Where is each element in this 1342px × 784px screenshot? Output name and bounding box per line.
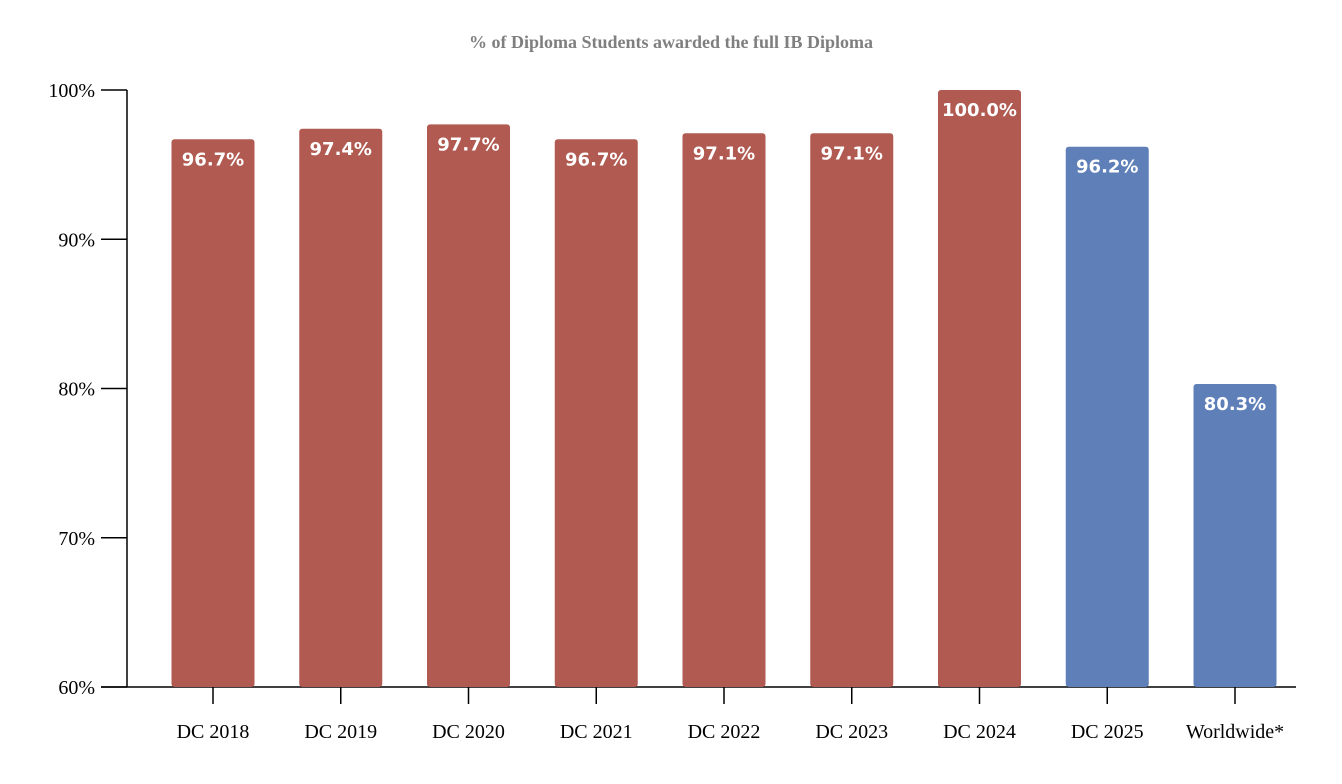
y-tick-label: 80%	[58, 379, 95, 401]
y-tick-label: 100%	[48, 80, 95, 102]
bar-value-label: 100.0%	[942, 100, 1017, 121]
bar	[938, 90, 1021, 687]
bar	[810, 133, 894, 688]
bar-value-label: 97.7%	[437, 134, 499, 155]
bars	[171, 90, 1277, 688]
bar-value-label: 80.3%	[1204, 394, 1266, 415]
bar	[554, 139, 638, 687]
x-tick-label: DC 2022	[688, 721, 761, 743]
bar-value-label: 97.1%	[693, 143, 755, 164]
x-tick-label: DC 2020	[432, 721, 505, 743]
x-tick-label: Worldwide*	[1186, 721, 1284, 743]
y-tick-label: 70%	[58, 528, 95, 550]
x-tick-label: DC 2019	[304, 721, 377, 743]
bar-labels: 96.7% 97.4% 97.7% 96.7% 97.1% 97.1% 100.0% 96.2…	[182, 100, 1266, 415]
x-tick-label: DC 2024	[943, 721, 1016, 743]
y-tick-label: 60%	[58, 677, 95, 699]
bar	[171, 139, 255, 687]
bar-value-label: 96.7%	[565, 149, 627, 170]
bar	[682, 133, 766, 688]
bar	[1193, 384, 1277, 687]
bar-value-label: 97.1%	[821, 143, 883, 164]
x-axis: DC 2018 DC 2019 DC 2020 DC 2021 DC 2022 DC 20…	[101, 686, 1296, 743]
y-axis: 60% 70% 80% 90% 100%	[48, 80, 128, 699]
x-tick-label: DC 2025	[1071, 721, 1144, 743]
bar	[1065, 146, 1149, 688]
x-tick-label: DC 2021	[560, 721, 633, 743]
bar-value-label: 96.2%	[1076, 157, 1138, 178]
bar	[427, 124, 510, 687]
y-tick-label: 90%	[58, 229, 95, 251]
bar-value-label: 96.7%	[182, 149, 244, 170]
x-tick-label: DC 2018	[177, 721, 250, 743]
bar-value-label: 97.4%	[310, 139, 372, 160]
x-tick-label: DC 2023	[815, 721, 888, 743]
chart-title: % of Diploma Students awarded the full I…	[469, 32, 873, 52]
bar	[299, 128, 383, 687]
